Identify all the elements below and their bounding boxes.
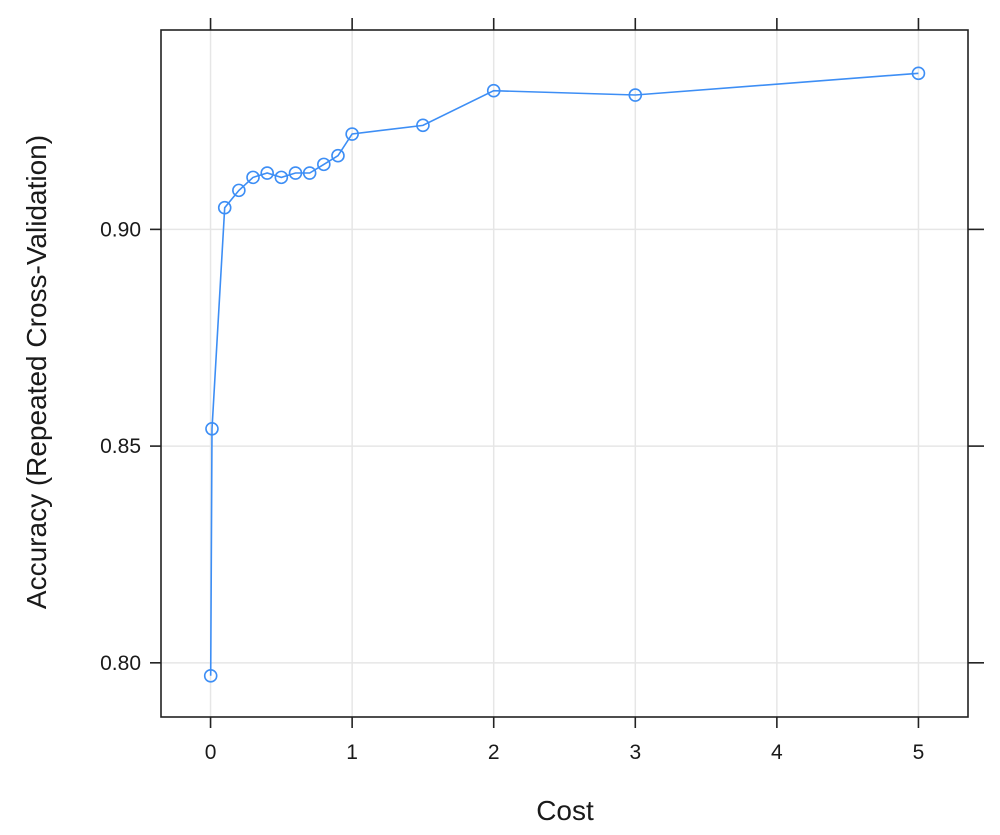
data-point xyxy=(345,127,359,141)
data-point xyxy=(628,88,643,102)
data-point xyxy=(911,66,926,81)
x-tick-label: 4 xyxy=(771,741,783,764)
data-point xyxy=(205,421,219,436)
data-point xyxy=(486,83,501,98)
data-point xyxy=(232,183,246,198)
y-tick-label: 0.90 xyxy=(100,218,141,241)
data-point xyxy=(317,157,331,172)
data-point xyxy=(217,200,232,215)
data-point xyxy=(416,118,430,133)
y-axis-title: Accuracy (Repeated Cross-Validation) xyxy=(21,135,52,609)
grid-lines xyxy=(161,30,968,717)
data-point xyxy=(288,166,303,180)
x-tick-label: 3 xyxy=(629,741,641,764)
data-point xyxy=(331,148,345,163)
x-axis-title: Cost xyxy=(536,795,594,826)
x-tick-label: 0 xyxy=(205,741,217,764)
plot-frame xyxy=(160,29,969,718)
data-point xyxy=(274,170,289,185)
y-tick-label: 0.85 xyxy=(100,435,141,458)
axis-ticks xyxy=(150,18,984,728)
data-point xyxy=(302,166,317,180)
series-line xyxy=(209,72,919,676)
data-point xyxy=(246,170,260,185)
x-tick-label: 5 xyxy=(913,741,925,764)
data-point xyxy=(260,166,274,180)
x-tick-label: 1 xyxy=(346,741,358,764)
tick-labels: 0 1 2 3 4 5 0.80 0.85 0.90 xyxy=(100,218,924,764)
data-series xyxy=(203,66,926,683)
data-point xyxy=(203,669,218,683)
x-tick-label: 2 xyxy=(488,741,500,764)
y-tick-label: 0.80 xyxy=(100,652,141,675)
